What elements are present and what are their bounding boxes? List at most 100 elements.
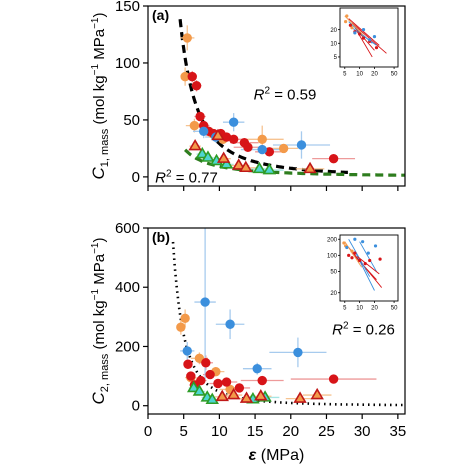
data-point: [226, 387, 241, 400]
inset-y-tick-label: 10: [330, 41, 337, 47]
inset-point: [368, 38, 372, 42]
data-point: [257, 375, 267, 386]
r-value: = 0.77: [172, 170, 218, 187]
y-label-units: MPa: [91, 253, 108, 289]
r-squared-label: R2 = 0.26: [332, 321, 395, 339]
data-point: [201, 150, 215, 162]
r-exponent: 2: [343, 321, 349, 332]
inset-point: [358, 32, 362, 36]
y-label-subscript: 2, mass: [99, 353, 111, 392]
y-tick-label: 400: [115, 279, 140, 296]
data-point: [195, 111, 205, 122]
series-3: [195, 146, 277, 175]
x-tick-label: 25: [318, 423, 335, 440]
inset-fit-line: [359, 241, 377, 272]
data-point: [194, 353, 205, 364]
inset-y-tick-label: 100: [327, 254, 338, 260]
inset-fit-line: [357, 256, 380, 275]
data-point: [188, 138, 202, 151]
data-point: [201, 358, 211, 368]
inset-x-tick-label: 50: [391, 72, 398, 78]
inset-point: [353, 31, 357, 35]
inset-frame: [339, 234, 399, 302]
data-point: [187, 71, 197, 82]
inset-x-tick-label: 5: [343, 306, 347, 312]
inset-point: [361, 36, 366, 40]
r-squared-label: R2 = 0.59: [254, 85, 317, 103]
series-1: [183, 358, 339, 393]
inset-point: [378, 257, 382, 261]
data-point: [293, 391, 307, 403]
data-point: [328, 374, 339, 384]
data-point: [243, 142, 253, 152]
data-point: [205, 369, 215, 380]
data-point: [200, 297, 210, 307]
inset-point: [342, 241, 346, 245]
data-point: [196, 375, 206, 386]
inset-point: [353, 251, 357, 255]
data-point: [182, 33, 192, 43]
inset-point: [347, 253, 351, 257]
inset-x-tick-label: 10: [356, 306, 363, 312]
data-point: [213, 378, 223, 389]
black-fit-curve: [171, 241, 405, 407]
data-point: [186, 380, 201, 393]
y-tick-label: 600: [115, 220, 140, 237]
x-tick-label: 35: [390, 423, 407, 440]
inset-fit-line: [344, 15, 364, 36]
r-symbol: R: [155, 170, 166, 187]
x-axis-label: ε (MPa): [249, 447, 305, 464]
inset-point: [350, 256, 354, 260]
x-tick-label: 15: [247, 423, 264, 440]
plot-frame: [147, 5, 406, 187]
data-point: [310, 387, 324, 400]
x-tick-label: 30: [354, 423, 371, 440]
black-fit-curve: [178, 19, 348, 174]
y-label-units: ): [91, 238, 108, 243]
data-point: [293, 347, 303, 358]
inset-point: [363, 262, 367, 266]
inset-x-tick-label: 5: [343, 72, 347, 78]
r-exponent: 2: [166, 169, 172, 180]
data-point: [303, 161, 317, 174]
inset-point: [373, 244, 378, 248]
y-tick-label: 100: [115, 55, 140, 72]
y-tick-label: 200: [115, 338, 140, 355]
plot-frame: [147, 227, 406, 415]
x-tick-label: 0: [144, 423, 152, 440]
y-axis-label: C2, mass (mol kg−1 MPa−1): [89, 238, 111, 405]
data-point: [252, 161, 267, 174]
data-point: [191, 81, 202, 91]
r-symbol: R: [254, 86, 265, 103]
inset-b: 20 50 100 200 5 10 20 50: [327, 234, 399, 312]
data-point: [180, 313, 190, 324]
inset-point: [345, 245, 349, 250]
inset-y-tick-label: 50: [330, 270, 337, 276]
data-point: [195, 146, 209, 159]
r-symbol: R: [332, 322, 343, 339]
inset-y-tick-label: 20: [330, 291, 337, 297]
inset-fit-line: [356, 31, 373, 58]
data-point: [262, 162, 277, 175]
inset-point: [368, 258, 372, 263]
y-tick-label: 0: [132, 398, 140, 415]
inset-point: [350, 249, 354, 253]
panel-label: (a): [152, 7, 169, 23]
data-point: [198, 126, 209, 137]
y-label-exp: −1: [90, 17, 101, 29]
r-squared-label: R2 = 0.77: [155, 169, 218, 187]
r-value: = 0.59: [270, 86, 316, 103]
inset-point: [350, 26, 354, 30]
y-axis-label: C1, mass (mol kg−1 MPa−1): [89, 13, 111, 180]
data-point: [257, 144, 267, 155]
data-point: [234, 383, 245, 393]
inset-y-tick-label: 200: [327, 237, 338, 243]
inset-point: [345, 14, 349, 18]
series-2: [182, 297, 303, 374]
inset-x-tick-label: 20: [371, 72, 378, 78]
data-point: [328, 153, 339, 164]
data-point: [296, 140, 307, 150]
data-point: [215, 389, 229, 402]
